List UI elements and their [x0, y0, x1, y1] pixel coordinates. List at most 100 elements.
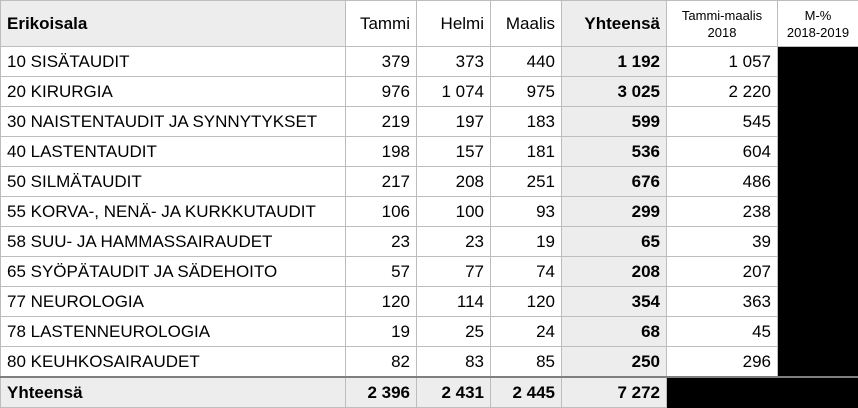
- cell-change-redacted: [778, 227, 858, 257]
- totals-total: 7 272: [562, 377, 667, 408]
- cell-specialty: 55 KORVA-, NENÄ- JA KURKKUTAUDIT: [1, 197, 346, 227]
- cell-total: 676: [562, 167, 667, 197]
- cell-change-redacted: [778, 347, 858, 378]
- header-prev-line1: Tammi-maalis: [669, 7, 775, 24]
- totals-feb: 2 431: [417, 377, 491, 408]
- cell-feb: 114: [417, 287, 491, 317]
- cell-mar: 24: [491, 317, 562, 347]
- cell-jan: 106: [346, 197, 417, 227]
- cell-total: 208: [562, 257, 667, 287]
- cell-total: 299: [562, 197, 667, 227]
- header-change-line1: M-%: [780, 7, 856, 24]
- cell-jan: 57: [346, 257, 417, 287]
- cell-change-redacted: [778, 317, 858, 347]
- cell-change-redacted: [778, 257, 858, 287]
- cell-feb: 208: [417, 167, 491, 197]
- cell-mar: 93: [491, 197, 562, 227]
- cell-jan: 82: [346, 347, 417, 378]
- header-specialty: Erikoisala: [1, 1, 346, 47]
- cell-mar: 440: [491, 47, 562, 77]
- cell-mar: 251: [491, 167, 562, 197]
- cell-feb: 1 074: [417, 77, 491, 107]
- cell-jan: 217: [346, 167, 417, 197]
- cell-change-redacted: [778, 137, 858, 167]
- cell-specialty: 78 LASTENNEUROLOGIA: [1, 317, 346, 347]
- cell-specialty: 58 SUU- JA HAMMASSAIRAUDET: [1, 227, 346, 257]
- cell-feb: 100: [417, 197, 491, 227]
- cell-specialty: 50 SILMÄTAUDIT: [1, 167, 346, 197]
- cell-prev: 545: [667, 107, 778, 137]
- cell-total: 65: [562, 227, 667, 257]
- cell-mar: 85: [491, 347, 562, 378]
- cell-total: 536: [562, 137, 667, 167]
- cell-total: 354: [562, 287, 667, 317]
- header-total: Yhteensä: [562, 1, 667, 47]
- cell-prev: 2 220: [667, 77, 778, 107]
- header-prev: Tammi-maalis 2018: [667, 1, 778, 47]
- cell-jan: 19: [346, 317, 417, 347]
- cell-prev: 39: [667, 227, 778, 257]
- cell-mar: 120: [491, 287, 562, 317]
- cell-prev: 238: [667, 197, 778, 227]
- cell-feb: 83: [417, 347, 491, 378]
- cell-prev: 45: [667, 317, 778, 347]
- cell-prev: 486: [667, 167, 778, 197]
- cell-mar: 183: [491, 107, 562, 137]
- cell-total: 599: [562, 107, 667, 137]
- cell-prev: 207: [667, 257, 778, 287]
- header-row: Erikoisala Tammi Helmi Maalis Yhteensä T…: [1, 1, 858, 47]
- cell-feb: 373: [417, 47, 491, 77]
- header-feb: Helmi: [417, 1, 491, 47]
- header-prev-line2: 2018: [669, 24, 775, 41]
- cell-feb: 197: [417, 107, 491, 137]
- cell-specialty: 80 KEUHKOSAIRAUDET: [1, 347, 346, 378]
- cell-total: 68: [562, 317, 667, 347]
- totals-prev-redacted: [667, 377, 778, 408]
- cell-change-redacted: [778, 47, 858, 77]
- cell-change-redacted: [778, 197, 858, 227]
- header-change-line2: 2018-2019: [780, 24, 856, 41]
- cell-jan: 120: [346, 287, 417, 317]
- cell-mar: 975: [491, 77, 562, 107]
- cell-prev: 363: [667, 287, 778, 317]
- cell-mar: 74: [491, 257, 562, 287]
- cell-change-redacted: [778, 77, 858, 107]
- cell-specialty: 40 LASTENTAUDIT: [1, 137, 346, 167]
- cell-jan: 379: [346, 47, 417, 77]
- cell-change-redacted: [778, 287, 858, 317]
- cell-feb: 157: [417, 137, 491, 167]
- cell-total: 1 192: [562, 47, 667, 77]
- cell-feb: 25: [417, 317, 491, 347]
- cell-change-redacted: [778, 107, 858, 137]
- cell-mar: 181: [491, 137, 562, 167]
- totals-jan: 2 396: [346, 377, 417, 408]
- cell-jan: 976: [346, 77, 417, 107]
- cell-jan: 219: [346, 107, 417, 137]
- header-change: M-% 2018-2019: [778, 1, 858, 47]
- header-jan: Tammi: [346, 1, 417, 47]
- cell-prev: 604: [667, 137, 778, 167]
- cell-specialty: 10 SISÄTAUDIT: [1, 47, 346, 77]
- header-mar: Maalis: [491, 1, 562, 47]
- cell-prev: 296: [667, 347, 778, 378]
- cell-jan: 23: [346, 227, 417, 257]
- cell-specialty: 65 SYÖPÄTAUDIT JA SÄDEHOITO: [1, 257, 346, 287]
- cell-feb: 23: [417, 227, 491, 257]
- cell-total: 250: [562, 347, 667, 378]
- totals-change-redacted: [778, 377, 858, 408]
- cell-feb: 77: [417, 257, 491, 287]
- totals-label: Yhteensä: [1, 377, 346, 408]
